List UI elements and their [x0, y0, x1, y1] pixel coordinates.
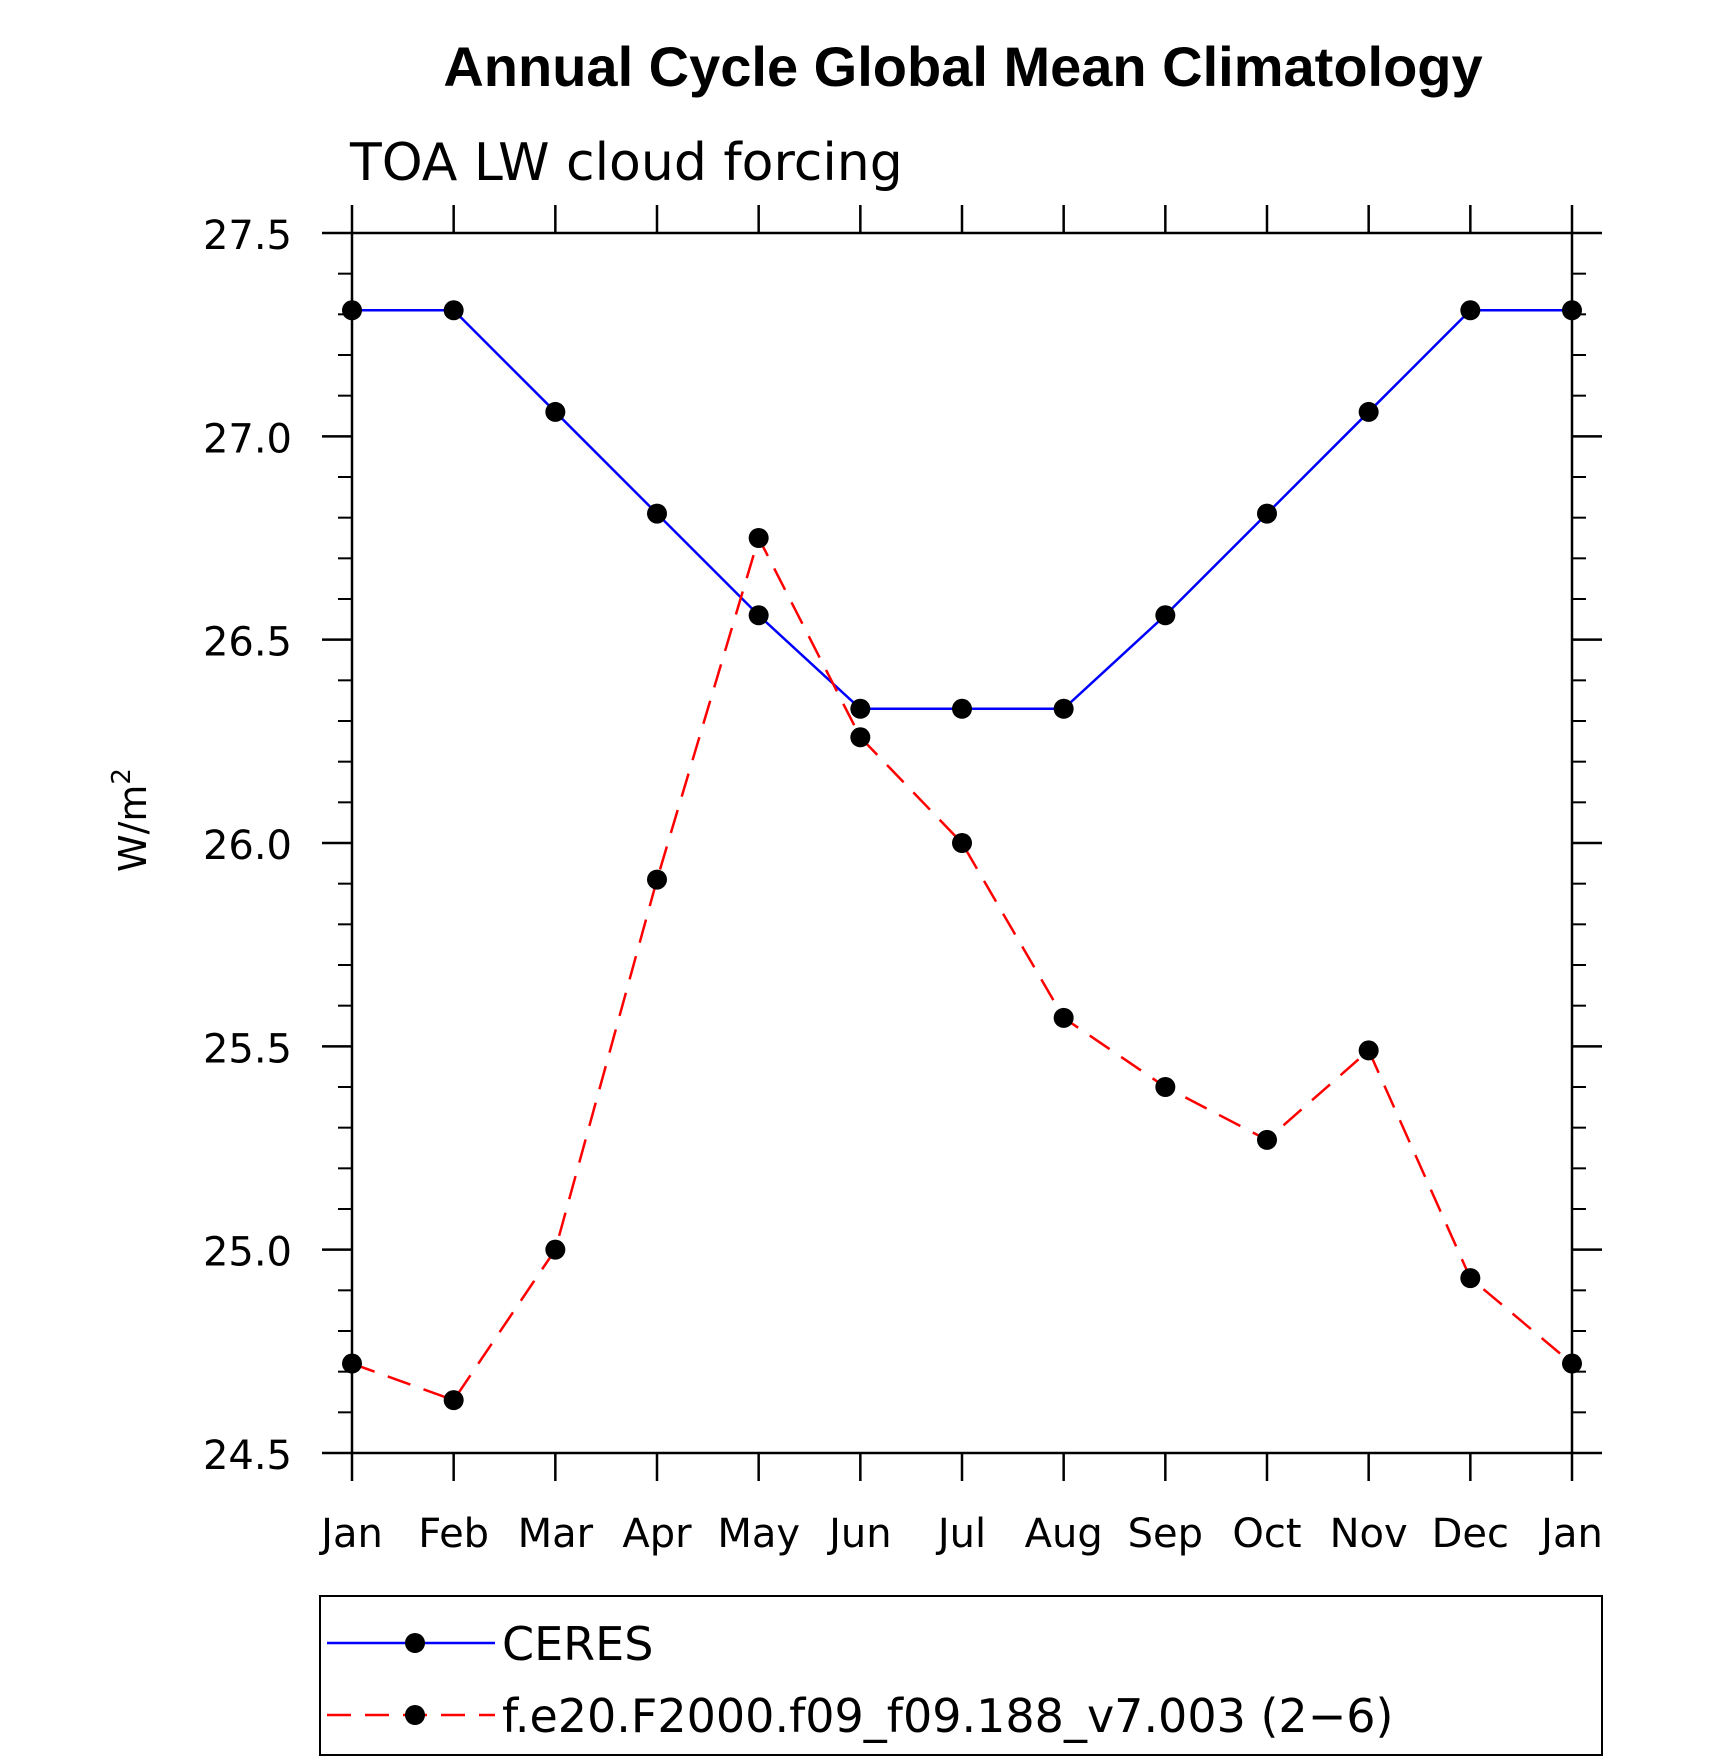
series-0-point: [748, 605, 769, 626]
x-tick-label: Apr: [622, 1511, 692, 1557]
svg-text:W/m2: W/m2: [107, 768, 155, 872]
series-0-point: [1562, 300, 1582, 321]
series-line-0: [352, 309, 1572, 711]
series-0-point: [443, 300, 464, 321]
y-tick-label: 26.5: [203, 620, 292, 666]
legend-ceres-label: CERES: [502, 1617, 653, 1671]
series-0-point: [1257, 503, 1277, 524]
series-0-point: [1358, 401, 1379, 422]
series-0-point: [1053, 698, 1074, 719]
y-tick-label: 27.0: [203, 416, 292, 462]
series-1-point: [647, 869, 667, 890]
x-tick-label: Jan: [1538, 1511, 1603, 1557]
y-tick-label: 26.0: [203, 823, 292, 869]
series-0-point: [1155, 605, 1176, 626]
series-0-point: [1460, 300, 1481, 321]
series-1-point: [545, 1239, 566, 1260]
x-tick-label: Mar: [518, 1511, 594, 1557]
x-tick-label: Nov: [1330, 1511, 1408, 1557]
series-1-point: [1053, 1007, 1074, 1028]
chart-subtitle: TOA LW cloud forcing: [349, 133, 903, 193]
x-tick-label: Jan: [318, 1511, 383, 1557]
legend-model-marker: [405, 1705, 425, 1725]
series-1-point: [850, 727, 871, 748]
series-line-1: [351, 534, 1573, 1402]
legend-ceres-marker: [405, 1633, 425, 1653]
series-0-point: [342, 300, 362, 321]
series-1-point: [1562, 1353, 1582, 1374]
series-1-point: [1155, 1077, 1176, 1097]
x-tick-label: Oct: [1232, 1511, 1301, 1557]
legend-box: [319, 1595, 1603, 1756]
x-tick-label: Jul: [935, 1511, 986, 1557]
y-axis-label-superscript: 2: [107, 768, 137, 785]
series-layer: [342, 300, 1582, 1411]
series-0-point: [952, 698, 972, 719]
y-tick-label: 25.5: [203, 1026, 292, 1072]
legend-model-label: f.e20.F2000.f09_f09.188_v7.003 (2−6): [502, 1689, 1393, 1743]
series-0-point: [850, 698, 871, 719]
x-tick-label: Feb: [418, 1511, 489, 1557]
series-1-point: [748, 528, 769, 548]
x-tick-label: Sep: [1128, 1511, 1203, 1557]
axis-ticks: [322, 205, 1602, 1481]
series-1-point: [443, 1390, 464, 1411]
y-axis-label: W/m2: [107, 768, 155, 872]
y-tick-labels: 24.5 25.0 25.5 26.0 26.5 27.0 27.5: [203, 213, 292, 1479]
x-tick-label: Jun: [826, 1511, 892, 1557]
x-tick-label: Dec: [1432, 1511, 1509, 1557]
y-tick-label: 24.5: [203, 1433, 292, 1479]
series-1-point: [1358, 1040, 1379, 1061]
series-1-point: [1257, 1129, 1277, 1150]
y-axis-label-text: W/m: [111, 785, 155, 872]
series-0-point: [545, 401, 566, 422]
series-1-point: [1460, 1268, 1481, 1289]
x-tick-labels: Jan Feb Mar Apr May Jun Jul Aug Sep Oct Nov Dec Jan: [318, 1511, 1603, 1557]
y-tick-label: 25.0: [203, 1230, 292, 1276]
x-tick-label: May: [717, 1511, 800, 1557]
series-1-point: [342, 1353, 362, 1374]
legend: CERES f.e20.F2000.f09_f09.188_v7.003 (2−…: [319, 1595, 1603, 1756]
y-tick-label: 27.5: [203, 213, 292, 259]
series-0-point: [647, 503, 667, 524]
x-tick-label: Aug: [1025, 1511, 1103, 1557]
chart-title: Annual Cycle Global Mean Climatology: [443, 35, 1482, 98]
series-1-point: [952, 833, 972, 853]
